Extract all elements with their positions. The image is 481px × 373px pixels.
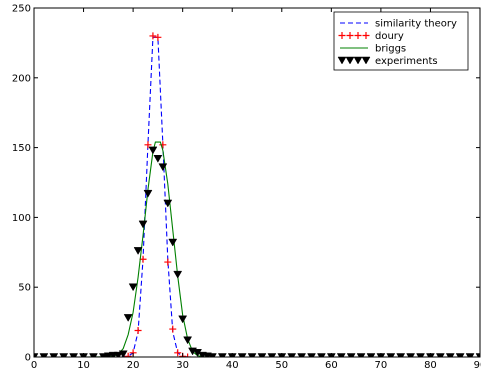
- x-tick-label: 0: [31, 360, 37, 371]
- experiments-point: [128, 283, 138, 292]
- legend-swatch-marker: [362, 32, 370, 39]
- legend-label: briggs: [375, 44, 406, 55]
- legend-item-briggs: briggs: [340, 44, 406, 55]
- x-tick-label: 10: [77, 360, 90, 371]
- experiments-point: [475, 353, 480, 357]
- experiments-point: [297, 353, 307, 357]
- y-tick-label: 250: [12, 4, 31, 15]
- experiments-point: [237, 353, 247, 357]
- doury-point: [164, 258, 172, 266]
- x-tick-label: 70: [375, 360, 388, 371]
- experiments-point: [49, 353, 59, 357]
- experiments-point: [148, 146, 158, 155]
- axis-ticks: 0 10 20 30 40 50 60 70 80 90 0 50 100 150 200 250: [12, 4, 481, 372]
- doury-point: [159, 141, 167, 149]
- legend-item-doury: doury: [338, 31, 404, 42]
- experiments-point: [173, 270, 183, 279]
- y-tick-label: 100: [12, 213, 31, 224]
- legend-swatch-marker: [346, 32, 354, 39]
- legend-swatch-marker: [361, 56, 371, 65]
- experiments-point: [163, 199, 173, 208]
- experiments-point: [207, 353, 217, 357]
- experiments-point: [336, 353, 346, 357]
- experiments-point: [69, 353, 79, 357]
- experiments-point: [39, 353, 49, 357]
- experiments-point: [153, 155, 163, 163]
- experiments-point: [445, 353, 455, 357]
- experiments-point: [59, 353, 69, 357]
- y-tick-label: 0: [25, 353, 31, 364]
- y-tick-label: 150: [12, 143, 31, 154]
- experiments-point: [257, 353, 267, 357]
- series-briggs: [34, 141, 480, 357]
- experiments-point: [168, 238, 178, 247]
- x-tick-label: 60: [325, 360, 338, 371]
- experiments-point: [287, 353, 297, 357]
- x-tick-label: 20: [127, 360, 140, 371]
- legend-swatch-marker: [338, 32, 346, 39]
- series-experiments: [34, 146, 480, 357]
- legend-item-similarity-theory: similarity theory: [340, 19, 457, 30]
- legend-item-experiments: experiments: [337, 56, 438, 67]
- experiments-point: [386, 353, 396, 357]
- experiments-point: [183, 336, 193, 345]
- experiments-point: [123, 314, 133, 322]
- experiments-point: [316, 353, 326, 357]
- doury-point: [144, 141, 152, 149]
- legend-label: experiments: [375, 56, 438, 67]
- experiments-point: [366, 353, 376, 357]
- doury-point: [169, 325, 177, 333]
- experiments-point: [406, 353, 416, 357]
- experiments-point: [465, 353, 475, 357]
- legend-label: doury: [375, 31, 404, 42]
- experiments-point: [435, 353, 445, 357]
- x-tick-label: 40: [226, 360, 239, 371]
- experiments-point: [143, 189, 153, 198]
- doury-point: [174, 349, 182, 357]
- experiments-point: [158, 163, 168, 172]
- experiments-point: [89, 353, 98, 357]
- plot-area-frame: [33, 7, 481, 358]
- legend-swatch-marker: [337, 56, 347, 65]
- experiments-point: [118, 350, 128, 357]
- legend-swatch-marker: [353, 56, 363, 65]
- experiments-point: [307, 353, 316, 357]
- experiments-point: [133, 247, 143, 255]
- x-tick-label: 80: [424, 360, 437, 371]
- y-tick-label: 200: [12, 73, 31, 84]
- series-doury: [124, 32, 192, 357]
- experiments-point: [178, 315, 188, 324]
- series-layer: [34, 32, 480, 357]
- briggs-line: [34, 141, 480, 357]
- experiments-point: [396, 353, 406, 357]
- experiments-point: [138, 220, 148, 229]
- doury-point: [134, 326, 142, 334]
- experiments-point: [113, 351, 123, 357]
- y-tick-label: 50: [18, 283, 31, 294]
- legend-swatch-marker: [354, 32, 362, 39]
- experiments-point: [416, 353, 425, 357]
- doury-point: [124, 352, 132, 357]
- legend-label: similarity theory: [375, 19, 457, 30]
- x-tick-label: 30: [176, 360, 189, 371]
- doury-point: [149, 32, 157, 40]
- legend-swatch-marker: [345, 56, 355, 65]
- x-tick-label: 90: [474, 360, 481, 371]
- experiments-point: [267, 353, 277, 357]
- x-tick-label: 50: [275, 360, 288, 371]
- experiments-point: [455, 353, 465, 357]
- experiments-point: [34, 353, 39, 357]
- doury-point: [184, 353, 192, 357]
- experiments-point: [346, 353, 356, 357]
- experiments-point: [247, 353, 257, 357]
- experiments-point: [356, 353, 366, 357]
- doury-point: [154, 33, 162, 41]
- experiments-point: [217, 353, 227, 357]
